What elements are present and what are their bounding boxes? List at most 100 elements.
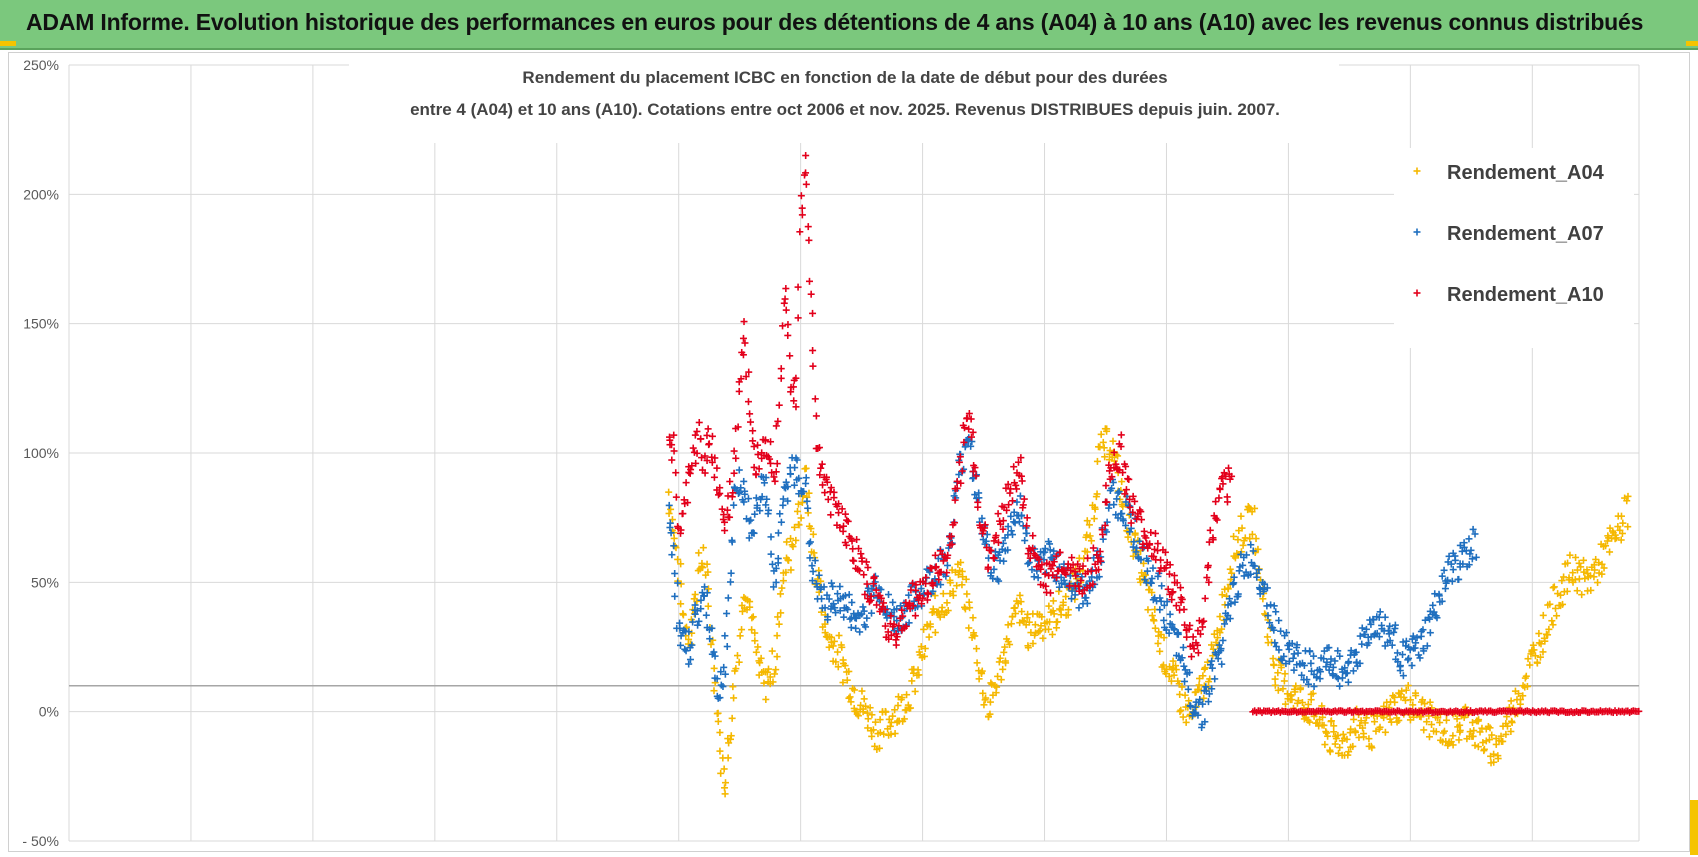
data-point (1178, 683, 1186, 691)
data-point (944, 607, 952, 615)
data-point (1385, 630, 1393, 638)
data-point (1086, 532, 1094, 540)
data-point (1187, 653, 1195, 661)
data-point (1239, 561, 1247, 569)
data-point (787, 566, 795, 574)
data-point (818, 460, 826, 468)
data-point (1199, 672, 1207, 680)
data-point (994, 672, 1002, 680)
data-point (992, 532, 1000, 540)
data-point (777, 374, 785, 382)
data-point (1558, 577, 1566, 585)
data-point (1071, 591, 1079, 599)
data-point (1165, 672, 1173, 680)
data-point (1436, 719, 1444, 727)
data-point (1602, 542, 1610, 550)
data-point (751, 510, 759, 518)
data-point (1390, 693, 1398, 701)
data-point (1129, 543, 1137, 551)
data-point (1167, 677, 1175, 685)
data-point (909, 669, 917, 677)
data-point (699, 544, 707, 552)
data-point (922, 580, 930, 588)
data-point (1194, 711, 1202, 719)
data-point (1181, 677, 1189, 685)
data-point (808, 562, 816, 570)
data-point (1237, 512, 1245, 520)
data-point (1233, 549, 1241, 557)
data-point (1470, 727, 1478, 735)
data-point (1405, 654, 1413, 662)
data-point (714, 717, 722, 725)
data-point (1417, 632, 1425, 640)
data-point (1017, 598, 1025, 606)
data-point (1224, 584, 1232, 592)
data-point (1122, 498, 1130, 506)
data-point (1523, 682, 1531, 690)
data-point (1034, 574, 1042, 582)
data-point (1234, 592, 1242, 600)
data-point (1294, 697, 1302, 705)
data-point (891, 730, 899, 738)
data-point (1117, 443, 1125, 451)
data-point (1103, 427, 1111, 435)
data-point (829, 642, 837, 650)
data-point (870, 573, 878, 581)
data-point (845, 591, 853, 599)
data-point (1435, 592, 1443, 600)
data-point (747, 516, 755, 524)
data-point (716, 489, 724, 497)
data-point (1226, 565, 1234, 573)
data-point (1280, 652, 1288, 660)
data-point (685, 660, 693, 668)
data-point (918, 600, 926, 608)
data-point (889, 712, 897, 720)
data-point (1230, 532, 1238, 540)
data-point (674, 579, 682, 587)
data-point (1344, 678, 1352, 686)
data-point (791, 464, 799, 472)
data-point (1393, 649, 1401, 657)
data-point (951, 496, 959, 504)
data-point (773, 460, 781, 468)
data-point (1062, 593, 1070, 601)
data-point (892, 641, 900, 649)
data-point (847, 624, 855, 632)
data-point (697, 605, 705, 613)
corner-mark-left (0, 41, 16, 46)
data-point (1218, 660, 1226, 668)
data-point (1180, 605, 1188, 613)
data-point (1095, 566, 1103, 574)
data-point (1385, 704, 1393, 712)
data-point (838, 505, 846, 513)
data-point (1129, 552, 1137, 560)
data-point (1122, 521, 1130, 529)
data-point (806, 538, 814, 546)
data-point (987, 679, 995, 687)
data-point (768, 647, 776, 655)
data-point (1485, 736, 1493, 744)
data-point (1013, 498, 1021, 506)
data-point (858, 554, 866, 562)
data-point (965, 425, 973, 433)
data-point (809, 362, 817, 370)
data-point (1541, 637, 1549, 645)
data-point (805, 540, 813, 548)
data-point (1186, 621, 1194, 629)
data-point (749, 427, 757, 435)
data-point (723, 506, 731, 514)
data-point (1048, 630, 1056, 638)
data-point (1168, 621, 1176, 629)
data-point (967, 442, 975, 450)
data-point (887, 612, 895, 620)
data-point (1347, 725, 1355, 733)
data-point (969, 467, 977, 475)
data-point (1586, 572, 1594, 580)
data-point (1376, 608, 1384, 616)
data-point (744, 398, 752, 406)
data-point (1306, 648, 1314, 656)
data-point (1007, 512, 1015, 520)
data-point (1154, 540, 1162, 548)
data-point (802, 474, 810, 482)
data-point (1316, 668, 1324, 676)
